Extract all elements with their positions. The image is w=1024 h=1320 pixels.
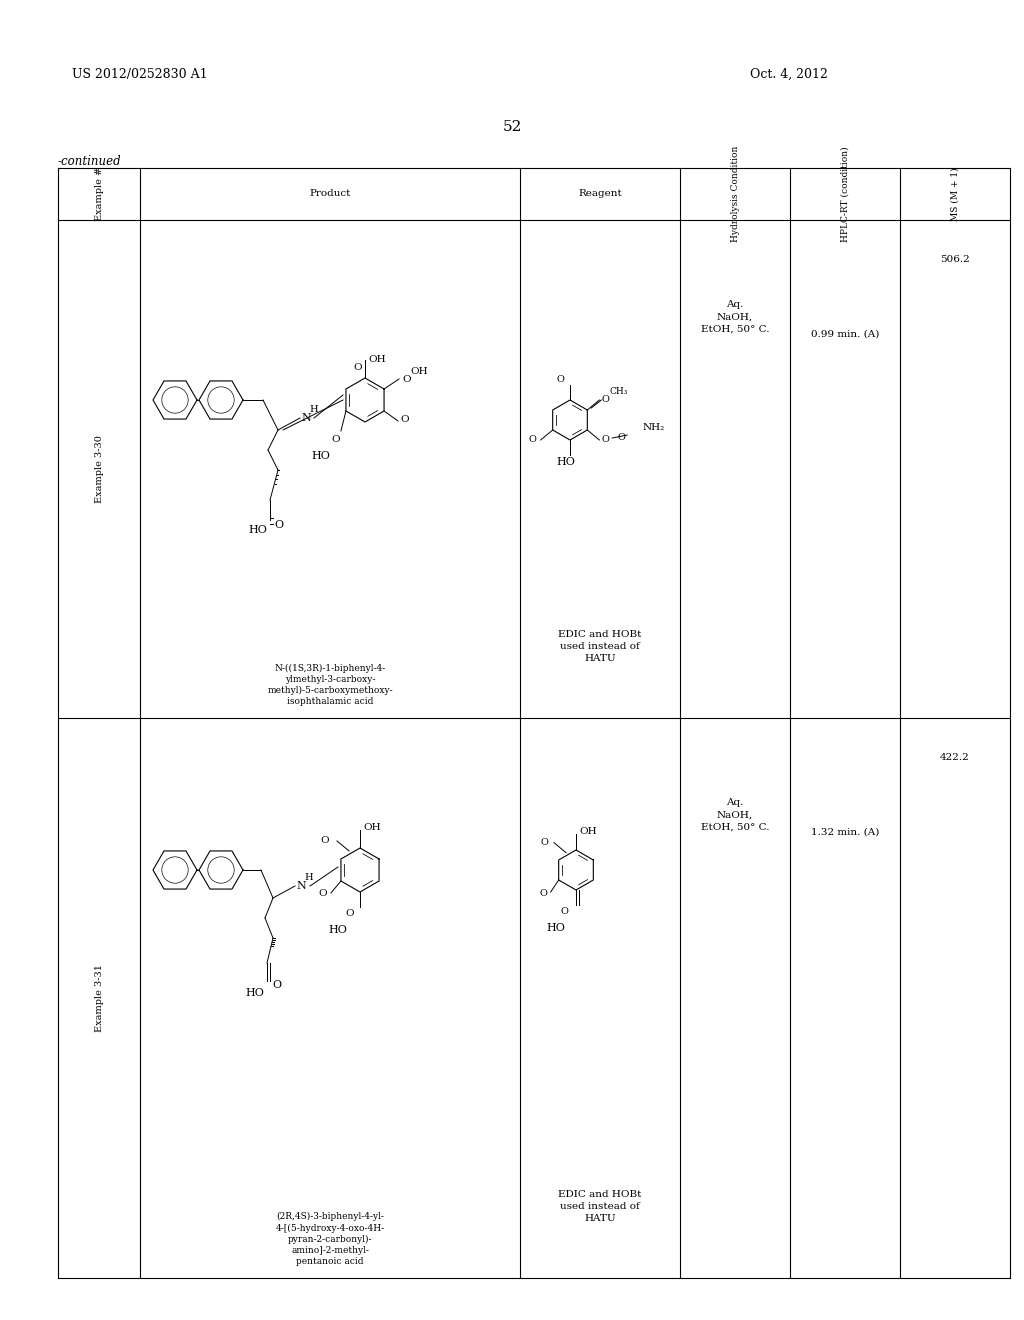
Text: OH: OH (579, 828, 597, 837)
Text: -continued: -continued (58, 154, 122, 168)
Text: O: O (318, 888, 328, 898)
Text: Example 3-30: Example 3-30 (94, 436, 103, 503)
Text: 422.2: 422.2 (940, 752, 970, 762)
Text: H: H (309, 404, 317, 413)
Text: HO: HO (311, 451, 331, 461)
Text: 506.2: 506.2 (940, 255, 970, 264)
Text: EDIC and HOBt
used instead of
HATU: EDIC and HOBt used instead of HATU (558, 631, 642, 663)
Text: NH₂: NH₂ (642, 424, 665, 433)
Text: CH₃: CH₃ (609, 387, 628, 396)
Text: O: O (540, 838, 548, 847)
Text: O: O (560, 908, 568, 916)
Text: Aq.
NaOH,
EtOH, 50° C.: Aq. NaOH, EtOH, 50° C. (700, 300, 769, 334)
Text: Example #: Example # (94, 166, 103, 220)
Text: O: O (528, 436, 537, 445)
Text: OH: OH (410, 367, 428, 375)
Text: Reagent: Reagent (579, 190, 622, 198)
Text: O: O (272, 979, 282, 990)
Text: O: O (346, 909, 354, 919)
Text: O: O (400, 414, 409, 424)
Text: 52: 52 (503, 120, 521, 135)
Text: (2R,4S)-3-biphenyl-4-yl-
4-[(5-hydroxy-4-oxo-4H-
pyran-2-carbonyl)-
amino]-2-met: (2R,4S)-3-biphenyl-4-yl- 4-[(5-hydroxy-4… (275, 1212, 385, 1266)
Text: O: O (601, 396, 609, 404)
Text: O: O (321, 837, 330, 845)
Text: OH: OH (368, 355, 386, 364)
Text: Product: Product (309, 190, 350, 198)
Text: O: O (617, 433, 626, 442)
Text: OH: OH (362, 824, 381, 833)
Text: 1.32 min. (A): 1.32 min. (A) (811, 828, 880, 837)
Text: N: N (296, 880, 306, 891)
Text: HPLC-RT (condition): HPLC-RT (condition) (841, 147, 850, 242)
Text: US 2012/0252830 A1: US 2012/0252830 A1 (72, 69, 208, 81)
Text: Example 3-31: Example 3-31 (94, 964, 103, 1032)
Text: HO: HO (248, 525, 267, 535)
Text: Oct. 4, 2012: Oct. 4, 2012 (750, 69, 827, 81)
Text: O: O (540, 890, 548, 899)
Text: MS (M + 1): MS (M + 1) (950, 168, 959, 220)
Text: HO: HO (245, 987, 264, 998)
Text: Aq.
NaOH,
EtOH, 50° C.: Aq. NaOH, EtOH, 50° C. (700, 799, 769, 832)
Text: HO: HO (547, 923, 565, 933)
Text: O: O (353, 363, 361, 372)
Text: O: O (402, 375, 411, 384)
Text: O: O (556, 375, 564, 384)
Text: 0.99 min. (A): 0.99 min. (A) (811, 330, 880, 339)
Text: Hydrolysis Condition: Hydrolysis Condition (730, 145, 739, 242)
Text: HO: HO (329, 925, 347, 935)
Text: H: H (304, 873, 312, 882)
Text: O: O (274, 520, 283, 531)
Text: N: N (301, 413, 310, 422)
Text: O: O (601, 436, 609, 445)
Text: HO: HO (556, 457, 574, 467)
Text: O: O (332, 434, 340, 444)
Text: N-((1S,3R)-1-biphenyl-4-
ylmethyl-3-carboxy-
methyl)-5-carboxymethoxy-
isophthal: N-((1S,3R)-1-biphenyl-4- ylmethyl-3-carb… (267, 664, 393, 706)
Text: EDIC and HOBt
used instead of
HATU: EDIC and HOBt used instead of HATU (558, 1191, 642, 1224)
